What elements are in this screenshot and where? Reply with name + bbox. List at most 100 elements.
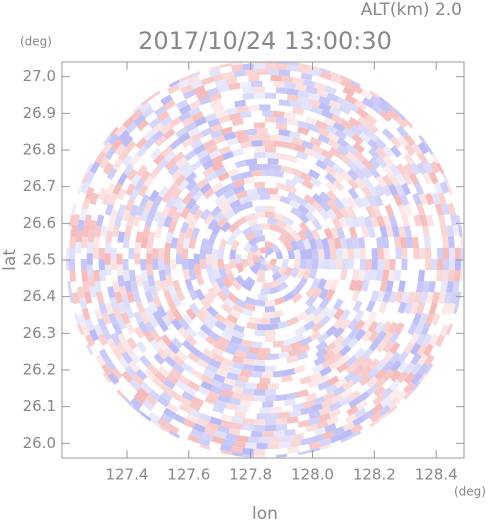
radar-cell (135, 275, 144, 287)
radar-cell (200, 297, 212, 310)
radar-cell (195, 273, 205, 286)
radar-cell (287, 62, 299, 66)
radar-cell (265, 299, 276, 307)
radar-cell (122, 259, 129, 271)
radar-cell (98, 348, 110, 362)
radar-cell (267, 353, 279, 360)
radar-cell (344, 216, 355, 229)
radar-cell (220, 413, 233, 422)
radar-cell (259, 223, 271, 230)
radar-cell (98, 259, 105, 271)
radar-cell (112, 347, 124, 361)
radar-cell (135, 368, 148, 381)
radar-cell (298, 212, 310, 224)
radar-cell (199, 353, 212, 364)
radar-cell (436, 247, 444, 259)
radar-cell (110, 247, 117, 259)
radar-cell (147, 274, 156, 287)
radar-cell (77, 219, 85, 232)
radar-cell (149, 166, 162, 179)
radar-cell (286, 94, 299, 102)
radar-cell (143, 137, 156, 150)
radar-cell (416, 343, 428, 356)
radar-cell (265, 389, 277, 396)
radar-cell (269, 259, 277, 267)
radar-cell (277, 265, 287, 276)
radar-cell (213, 373, 226, 383)
radar-cell (265, 146, 277, 153)
radar-cell (431, 291, 440, 304)
radar-cell (389, 369, 402, 382)
radar-cell (193, 253, 200, 265)
radar-cell (336, 137, 349, 149)
radar-cell (242, 453, 254, 458)
radar-cell (327, 237, 336, 249)
radar-cell (211, 154, 225, 165)
radar-cell (228, 397, 241, 406)
radar-cell (175, 350, 188, 362)
radar-cell (371, 403, 384, 415)
radar-cell (89, 328, 100, 342)
radar-cell (269, 223, 280, 232)
radar-cell (178, 161, 191, 174)
radar-cell (262, 401, 274, 408)
radar-cell (104, 302, 114, 315)
radar-cell (146, 264, 154, 276)
radar-cell (278, 99, 291, 107)
radar-cell (321, 398, 334, 409)
radar-cell (222, 438, 235, 447)
radar-cell (226, 313, 239, 325)
radar-cell (249, 316, 261, 325)
radar-cell (234, 349, 247, 359)
radar-cell (109, 296, 119, 310)
radar-cell (181, 362, 194, 374)
radar-cell (315, 238, 324, 250)
radar-cell (128, 379, 141, 392)
radar-cell (340, 197, 351, 210)
radar-cell (244, 296, 256, 306)
radar-cell (292, 333, 305, 344)
radar-cell (77, 286, 85, 299)
radar-cell (265, 365, 277, 372)
radar-cell (109, 208, 119, 222)
radar-cell (388, 214, 398, 227)
radar-cell (251, 341, 263, 349)
radar-cell (425, 192, 435, 206)
radar-cell (382, 174, 394, 187)
radar-cell (248, 164, 260, 172)
radar-cell (270, 134, 282, 142)
radar-cell (171, 294, 182, 308)
radar-cell (229, 199, 242, 210)
radar-cell (383, 259, 390, 271)
radar-cell (104, 242, 112, 254)
radar-cell (215, 109, 228, 119)
x-tick-label: 128.2 (353, 466, 396, 484)
radar-cell (395, 173, 407, 186)
radar-cell (303, 194, 316, 206)
radar-cell (366, 130, 379, 142)
radar-cell (361, 319, 373, 333)
radar-cell (165, 231, 174, 244)
radar-cell (222, 71, 235, 80)
radar-cell (114, 124, 127, 137)
radar-cell (111, 138, 123, 151)
radar-cell (361, 347, 374, 360)
radar-cell (101, 193, 112, 206)
radar-cell (124, 140, 137, 153)
radar-cell (136, 164, 148, 177)
radar-cell (370, 215, 380, 228)
radar-cell (251, 371, 263, 378)
radar-cell (206, 421, 220, 431)
radar-cell (77, 313, 87, 327)
radar-cell (292, 433, 305, 441)
radar-cell (231, 64, 243, 72)
radar-cell (316, 419, 329, 430)
radar-cell (217, 259, 225, 270)
radar-cell (84, 291, 93, 304)
radar-cell (154, 135, 167, 147)
radar-cell (289, 409, 302, 418)
radar-cell (309, 176, 322, 188)
radar-cell (281, 75, 294, 83)
radar-cell (303, 320, 316, 331)
radar-cell (272, 370, 285, 378)
